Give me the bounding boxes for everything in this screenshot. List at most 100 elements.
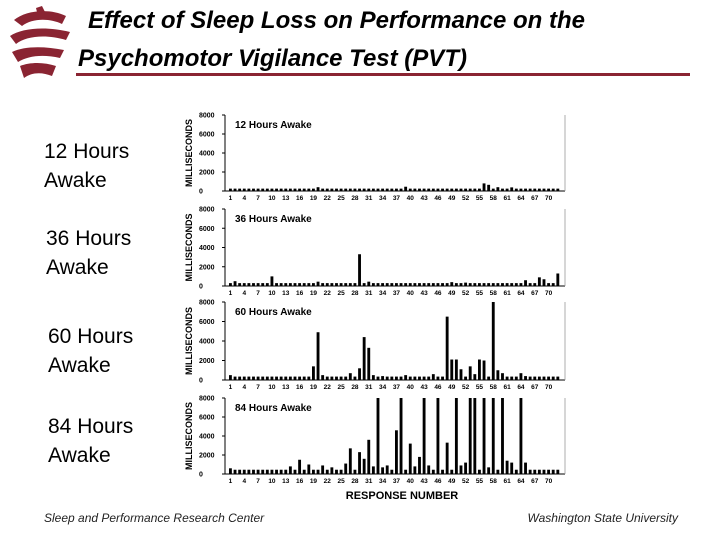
- bar: [528, 283, 532, 286]
- bar: [556, 188, 560, 192]
- x-tick-label: 1: [229, 290, 233, 297]
- x-tick-label: 10: [268, 290, 276, 297]
- row-label-36h: 36 Hours Awake: [46, 224, 131, 282]
- bar: [316, 469, 320, 475]
- bar: [353, 283, 357, 286]
- bar: [482, 398, 486, 474]
- x-tick-label: 28: [351, 384, 359, 391]
- x-tick-label: 64: [517, 195, 525, 202]
- x-tick-label: 49: [448, 478, 456, 485]
- bar: [537, 277, 541, 286]
- x-tick-label: 28: [351, 290, 359, 297]
- bar: [427, 465, 431, 474]
- x-tick-label: 55: [476, 478, 484, 485]
- bar: [542, 188, 546, 192]
- y-axis-label: MILLISECONDS: [184, 119, 194, 187]
- y-axis-label: MILLISECONDS: [184, 307, 194, 375]
- x-tick-label: 7: [256, 384, 260, 391]
- bar: [247, 188, 251, 192]
- bar: [367, 439, 371, 474]
- bar: [265, 376, 269, 380]
- chart-title: 60 Hours Awake: [235, 307, 312, 318]
- bar: [238, 376, 242, 380]
- bar: [229, 468, 232, 474]
- bar: [302, 188, 306, 192]
- x-tick-label: 31: [365, 195, 373, 202]
- bar: [321, 188, 325, 192]
- x-tick-label: 22: [324, 478, 332, 485]
- bar: [404, 186, 408, 191]
- footer-right: Washington State University: [527, 511, 678, 525]
- bar: [399, 376, 403, 380]
- bar: [473, 398, 477, 474]
- bar: [454, 188, 458, 192]
- bar: [542, 469, 546, 475]
- bar: [514, 283, 518, 286]
- bar: [422, 398, 426, 474]
- bar: [524, 376, 527, 380]
- bar: [238, 283, 242, 286]
- bar: [528, 376, 532, 380]
- x-tick-label: 52: [462, 384, 470, 391]
- bar: [376, 398, 380, 474]
- bar: [275, 283, 278, 286]
- bar: [330, 188, 334, 192]
- bar: [427, 376, 431, 380]
- bar: [454, 283, 458, 286]
- bar: [413, 188, 417, 192]
- bar: [242, 283, 246, 286]
- bar: [473, 283, 477, 286]
- bar: [491, 188, 495, 192]
- x-tick-label: 16: [296, 290, 304, 297]
- x-tick-label: 52: [462, 478, 470, 485]
- x-tick-label: 16: [296, 195, 304, 202]
- bar: [399, 283, 403, 286]
- bar: [247, 283, 251, 286]
- x-tick-label: 28: [351, 195, 359, 202]
- bar: [431, 283, 435, 286]
- bar: [395, 283, 398, 286]
- bar: [261, 376, 265, 380]
- bar: [376, 283, 380, 286]
- x-tick-label: 61: [503, 478, 511, 485]
- x-tick-label: 1: [229, 478, 233, 485]
- x-tick-label: 70: [545, 195, 553, 202]
- bar: [279, 469, 283, 475]
- bar: [348, 373, 352, 380]
- bar: [445, 442, 449, 474]
- bar: [478, 359, 481, 380]
- title-line-2: Psychomotor Vigilance Test (PVT): [78, 45, 467, 72]
- x-tick-label: 22: [324, 195, 332, 202]
- bar: [524, 462, 527, 474]
- bar: [454, 398, 458, 474]
- bar: [395, 188, 398, 192]
- row-label-84h: 84 Hours Awake: [48, 412, 133, 470]
- bar: [505, 460, 509, 474]
- bar: [321, 283, 325, 286]
- x-tick-label: 43: [420, 478, 428, 485]
- y-tick-label: 2000: [199, 453, 215, 460]
- bar: [441, 376, 444, 380]
- x-tick-label: 19: [310, 290, 318, 297]
- bar: [385, 465, 389, 474]
- bar: [312, 283, 315, 286]
- bar: [542, 279, 546, 286]
- bar: [487, 283, 491, 286]
- bar: [381, 188, 385, 192]
- bar: [302, 283, 306, 286]
- bar: [252, 188, 255, 192]
- x-tick-label: 37: [393, 195, 401, 202]
- x-tick-label: 46: [434, 384, 442, 391]
- x-tick-label: 13: [282, 384, 290, 391]
- x-tick-label: 22: [324, 384, 332, 391]
- bar: [510, 187, 514, 191]
- x-tick-label: 16: [296, 478, 304, 485]
- title-line-1: Effect of Sleep Loss on Performance on t…: [88, 7, 585, 34]
- x-axis-label: RESPONSE NUMBER: [346, 490, 459, 502]
- x-tick-label: 40: [407, 290, 415, 297]
- bar: [265, 469, 269, 475]
- bar: [519, 398, 523, 474]
- row-label-line: Awake: [44, 169, 107, 192]
- x-tick-label: 67: [531, 384, 539, 391]
- bar: [362, 283, 366, 286]
